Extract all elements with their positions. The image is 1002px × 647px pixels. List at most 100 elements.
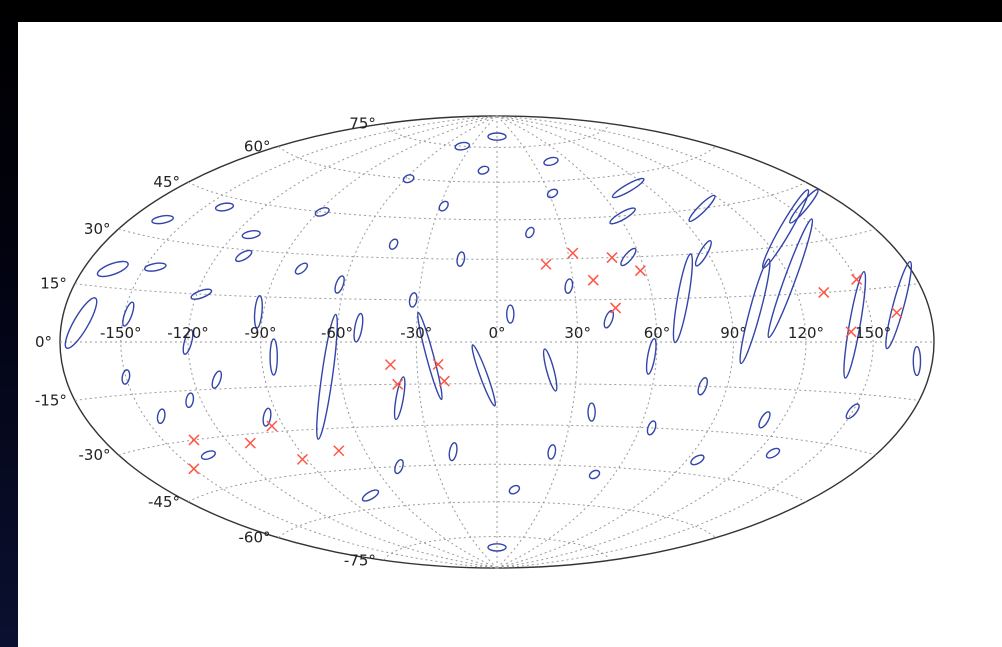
x-tick-label: -60° — [321, 324, 353, 342]
error-ellipse — [262, 407, 272, 427]
error-ellipse — [645, 337, 657, 375]
x-marker — [606, 252, 618, 264]
error-ellipse — [241, 230, 261, 240]
error-ellipse — [739, 258, 771, 365]
error-ellipse — [408, 292, 418, 308]
x-marker — [610, 302, 622, 314]
parallel-gridline — [383, 123, 611, 148]
error-ellipse — [525, 226, 535, 239]
error-ellipse — [694, 240, 712, 267]
error-ellipse — [758, 411, 771, 429]
error-ellipse — [542, 348, 558, 392]
error-ellipse — [143, 262, 167, 272]
error-ellipse — [546, 188, 559, 199]
error-ellipse — [845, 403, 860, 420]
error-ellipse — [334, 275, 345, 294]
data-layer — [64, 132, 922, 552]
error-ellipse — [190, 288, 213, 300]
error-ellipse — [690, 454, 705, 466]
plot-panel: -150° -120° -90° -60° -30° 0° 30° 60° 90° 120° 150… — [18, 22, 1002, 647]
x-tick-label: -120° — [167, 324, 209, 342]
y-tick-label: 60° — [244, 137, 271, 155]
error-ellipse — [505, 304, 515, 324]
x-tick-label: -150° — [100, 324, 142, 342]
error-ellipse — [646, 420, 657, 436]
y-tick-label: 15° — [40, 275, 67, 293]
error-ellipse — [688, 194, 716, 223]
error-ellipse — [121, 369, 131, 385]
error-ellipse — [587, 402, 596, 422]
x-tick-label: -30° — [400, 324, 432, 342]
error-ellipse — [477, 165, 490, 175]
error-ellipse — [454, 141, 471, 151]
meridian-gridline — [120, 115, 498, 569]
x-tick-label: -90° — [245, 324, 277, 342]
meridian-gridline — [336, 115, 498, 569]
x-marker — [587, 274, 599, 286]
error-ellipse — [235, 249, 253, 263]
error-ellipse — [185, 392, 195, 409]
x-marker — [266, 420, 278, 432]
error-ellipse — [912, 345, 922, 377]
error-ellipse — [122, 301, 135, 327]
error-ellipse — [438, 200, 449, 212]
x-marker — [188, 434, 200, 446]
error-ellipse — [672, 253, 694, 344]
error-ellipse — [765, 447, 781, 459]
error-ellipse — [448, 442, 458, 462]
parallel-gridline — [383, 536, 611, 561]
error-ellipse — [620, 247, 637, 267]
meridian-gridline — [496, 115, 735, 569]
x-marker — [438, 375, 450, 387]
error-ellipse — [603, 310, 615, 329]
x-tick-label: 30° — [564, 324, 591, 342]
x-marker — [567, 247, 579, 259]
error-ellipse — [611, 177, 645, 199]
error-ellipse — [361, 489, 380, 502]
error-ellipse — [214, 202, 235, 212]
y-tick-label: 30° — [84, 220, 111, 238]
error-ellipse — [417, 311, 443, 401]
x-tick-label: 60° — [644, 324, 671, 342]
error-ellipse — [388, 238, 399, 250]
error-ellipse — [456, 251, 466, 267]
x-marker — [296, 453, 308, 465]
x-tick-label: 150° — [855, 324, 891, 342]
error-ellipse — [508, 484, 521, 495]
x-marker — [244, 437, 256, 449]
error-ellipse — [96, 260, 129, 278]
error-ellipse — [393, 376, 406, 421]
error-ellipse — [64, 297, 98, 350]
x-marker — [891, 307, 903, 319]
x-marker — [384, 359, 397, 371]
y-tick-label: -45° — [148, 493, 180, 511]
error-ellipse — [547, 444, 557, 460]
y-tick-label: 45° — [153, 173, 180, 191]
error-ellipse — [211, 370, 223, 389]
error-ellipse — [885, 260, 913, 350]
x-marker — [432, 358, 444, 370]
y-tick-label: 0° — [35, 333, 52, 351]
x-marker — [845, 326, 857, 338]
error-ellipse — [394, 459, 404, 475]
error-ellipse — [767, 218, 814, 339]
error-ellipse — [543, 156, 559, 167]
y-tick-label: -30° — [79, 446, 111, 464]
x-marker — [634, 265, 646, 277]
y-tick-label: -60° — [239, 529, 271, 547]
sky-map-chart: -150° -120° -90° -60° -30° 0° 30° 60° 90° 120° 150… — [35, 115, 935, 569]
parallel-gridline — [118, 424, 876, 456]
x-marker — [392, 378, 404, 390]
error-ellipse — [253, 294, 263, 329]
y-tick-label: 75° — [349, 115, 376, 133]
x-marker — [818, 286, 830, 298]
error-ellipse — [151, 214, 174, 225]
grid-layer — [59, 115, 935, 569]
error-ellipse — [402, 174, 415, 184]
x-marker — [333, 445, 345, 457]
error-ellipse — [761, 189, 810, 269]
error-ellipse — [294, 262, 309, 275]
y-tick-label: -75° — [344, 551, 376, 569]
error-ellipse — [564, 278, 574, 294]
error-ellipse — [269, 338, 278, 376]
